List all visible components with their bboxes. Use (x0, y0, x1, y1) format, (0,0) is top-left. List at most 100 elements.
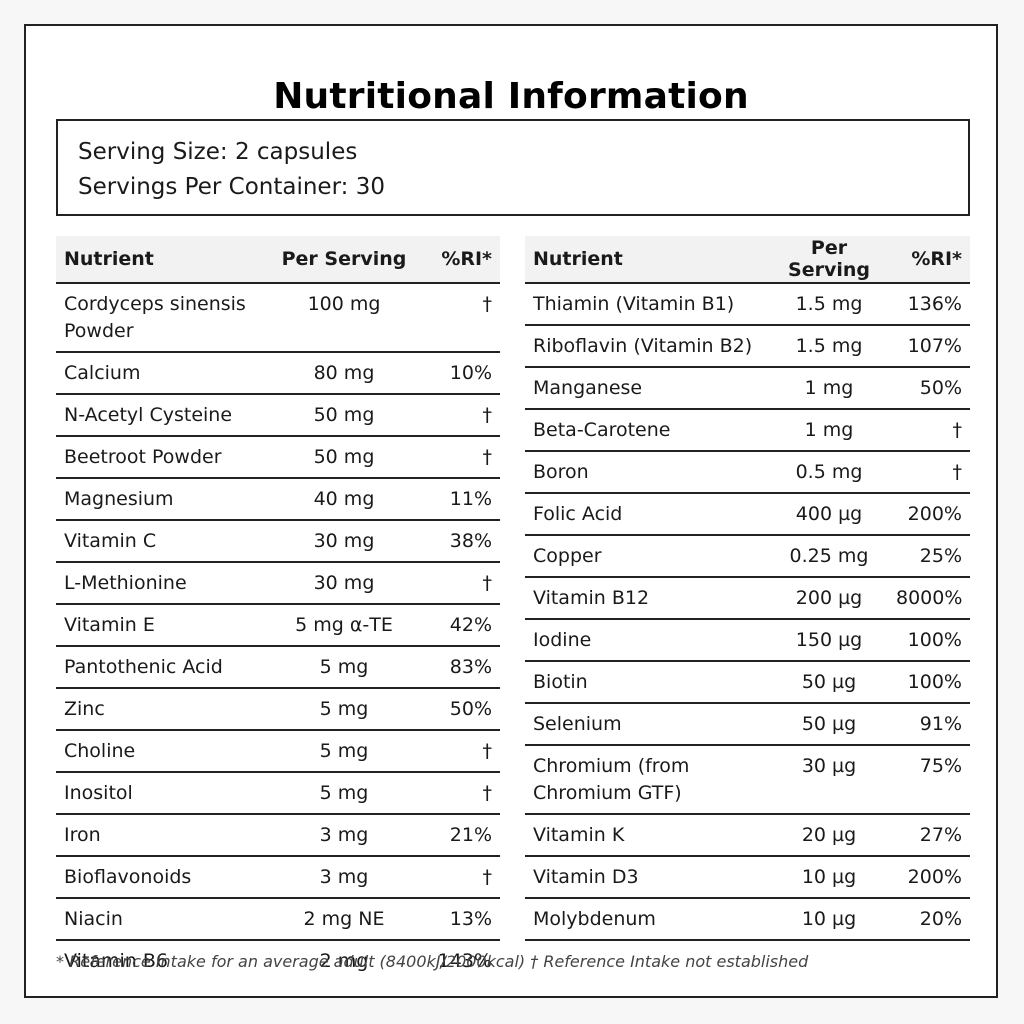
ri-column-header: %RI* (420, 236, 500, 284)
nutrient-cell: Thiamin (Vitamin B1) (525, 283, 770, 326)
nutrient-cell: Copper (525, 535, 770, 578)
nutrient-cell: Vitamin E (56, 604, 268, 647)
table-row: Boron 0.5 mg † (525, 451, 970, 494)
amount-cell: 1.5 mg (770, 283, 888, 326)
ri-cell: 8000% (888, 577, 970, 620)
amount-cell: 10 µg (770, 898, 888, 941)
table-row: L-Methionine 30 mg † (56, 562, 500, 605)
amount-cell: 50 µg (770, 703, 888, 746)
amount-cell: 50 µg (770, 661, 888, 704)
nutrient-cell: Magnesium (56, 478, 268, 521)
amount-cell: 0.25 mg (770, 535, 888, 578)
table-header-row: Nutrient Per Serving %RI* (525, 236, 970, 284)
table-header-row: Nutrient Per Serving %RI* (56, 236, 500, 284)
nutrient-cell: Molybdenum (525, 898, 770, 941)
amount-cell: 0.5 mg (770, 451, 888, 494)
ri-cell: 13% (420, 898, 500, 941)
amount-cell: 20 µg (770, 814, 888, 857)
table-row: Pantothenic Acid 5 mg 83% (56, 646, 500, 689)
table-row: Magnesium 40 mg 11% (56, 478, 500, 521)
table-row: Iron 3 mg 21% (56, 814, 500, 857)
amount-cell: 1 mg (770, 367, 888, 410)
ri-cell: 42% (420, 604, 500, 647)
ri-cell: 75% (888, 745, 970, 815)
nutrient-cell: Vitamin K (525, 814, 770, 857)
amount-cell: 150 µg (770, 619, 888, 662)
nutrient-cell: Pantothenic Acid (56, 646, 268, 689)
nutrient-cell: Vitamin D3 (525, 856, 770, 899)
amount-cell: 5 mg (268, 730, 420, 773)
amount-cell: 2 mg NE (268, 898, 420, 941)
amount-cell: 5 mg α-TE (268, 604, 420, 647)
table-row: Copper 0.25 mg 25% (525, 535, 970, 578)
amount-cell: 30 µg (770, 745, 888, 815)
table-row: Vitamin D3 10 µg 200% (525, 856, 970, 899)
ri-cell: † (420, 283, 500, 353)
amount-cell: 3 mg (268, 814, 420, 857)
ri-cell: 83% (420, 646, 500, 689)
nutrient-cell: Iodine (525, 619, 770, 662)
ri-cell: 27% (888, 814, 970, 857)
amount-cell: 5 mg (268, 772, 420, 815)
amount-cell: 200 µg (770, 577, 888, 620)
nutrient-cell: Bioflavonoids (56, 856, 268, 899)
footnote: * Reference Intake for an average adult … (56, 952, 809, 971)
ri-cell: 143% (437, 950, 492, 972)
ri-cell: 100% (888, 661, 970, 704)
nutrient-cell: Choline (56, 730, 268, 773)
amount-cell: 80 mg (268, 352, 420, 395)
nutrient-cell: Beetroot Powder (56, 436, 268, 479)
ri-cell: † (420, 436, 500, 479)
ri-cell: † (888, 451, 970, 494)
table-row: Vitamin K 20 µg 27% (525, 814, 970, 857)
nutrient-cell: Beta-Carotene (525, 409, 770, 452)
ri-cell: † (420, 562, 500, 605)
nutrient-cell: Vitamin C (56, 520, 268, 563)
nutrient-cell: Vitamin B6 (64, 950, 168, 972)
nutrient-cell: Iron (56, 814, 268, 857)
nutrient-cell: Riboflavin (Vitamin B2) (525, 325, 770, 368)
nutrient-cell: Biotin (525, 661, 770, 704)
ri-cell: † (420, 772, 500, 815)
amount-cell: 1.5 mg (770, 325, 888, 368)
ri-column-header: %RI* (888, 236, 970, 284)
ri-cell: 200% (888, 856, 970, 899)
table-row: Vitamin B12 200 µg 8000% (525, 577, 970, 620)
amount-cell: 3 mg (268, 856, 420, 899)
table-row: Molybdenum 10 µg 20% (525, 898, 970, 941)
table-row: Chromium (from Chromium GTF) 30 µg 75% (525, 745, 970, 815)
table-row: Inositol 5 mg † (56, 772, 500, 815)
table-row: Calcium 80 mg 10% (56, 352, 500, 395)
serving-size: Serving Size: 2 capsules (78, 139, 358, 165)
table-row: Riboflavin (Vitamin B2) 1.5 mg 107% (525, 325, 970, 368)
nutrition-card: Nutritional Information Serving Size: 2 … (24, 24, 998, 998)
nutrient-cell: N-Acetyl Cysteine (56, 394, 268, 437)
table-row: Folic Acid 400 µg 200% (525, 493, 970, 536)
amount-cell: 30 mg (268, 520, 420, 563)
ri-cell: 21% (420, 814, 500, 857)
amount-cell: 5 mg (268, 646, 420, 689)
amount-cell: 40 mg (268, 478, 420, 521)
per-serving-column-header: Per Serving (770, 236, 888, 284)
ri-cell: † (420, 394, 500, 437)
ri-cell: † (420, 856, 500, 899)
nutrient-table-right-body: Thiamin (Vitamin B1) 1.5 mg 136% Riboflavin… (525, 283, 970, 941)
ri-cell: 38% (420, 520, 500, 563)
table-row: N-Acetyl Cysteine 50 mg † (56, 394, 500, 437)
table-row: Manganese 1 mg 50% (525, 367, 970, 410)
table-row: Biotin 50 µg 100% (525, 661, 970, 704)
table-row: Niacin 2 mg NE 13% (56, 898, 500, 941)
nutrient-table-right: Nutrient Per Serving %RI* Thiamin (Vitam… (525, 236, 970, 941)
table-row: Beetroot Powder 50 mg † (56, 436, 500, 479)
ri-cell: † (420, 730, 500, 773)
table-row: Selenium 50 µg 91% (525, 703, 970, 746)
ri-cell: 91% (888, 703, 970, 746)
ri-cell: 11% (420, 478, 500, 521)
table-row: Cordyceps sinensis Powder 100 mg † (56, 283, 500, 353)
nutrient-cell: Manganese (525, 367, 770, 410)
nutrient-cell: Selenium (525, 703, 770, 746)
amount-cell: 50 mg (268, 394, 420, 437)
servings-per-container: Servings Per Container: 30 (78, 174, 385, 200)
table-row: Beta-Carotene 1 mg † (525, 409, 970, 452)
